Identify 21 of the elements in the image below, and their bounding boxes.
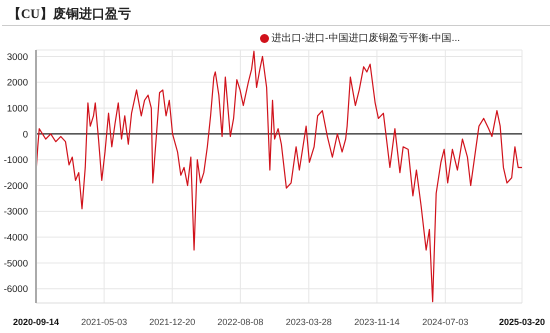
y-tick-label: 3000 — [6, 52, 28, 63]
y-tick-label: 1000 — [6, 103, 28, 114]
y-tick-label: -6000 — [4, 284, 28, 296]
legend-label: 进出口-进口-中国进口废铜盈亏平衡-中国... — [272, 32, 460, 45]
y-tick-label: 0 — [22, 129, 28, 140]
x-tick-label: 2022-08-08 — [217, 317, 264, 327]
x-tick-label: 2021-05-03 — [81, 317, 128, 327]
y-tick-label: -1000 — [4, 155, 28, 166]
chart-title: 【CU】废铜进口盈亏 — [8, 5, 131, 23]
x-tick-label: 2024-07-03 — [422, 317, 468, 327]
x-tick-label: 2023-11-14 — [354, 317, 400, 327]
x-tick-label: 2025-03-20 — [498, 317, 546, 327]
y-tick-label: -3000 — [4, 206, 28, 218]
y-tick-label: -5000 — [4, 258, 28, 270]
line-series — [36, 50, 522, 302]
y-tick-label: -2000 — [4, 180, 28, 192]
x-tick-label: 2023-03-28 — [286, 317, 332, 327]
y-tick-label: -4000 — [4, 232, 28, 244]
x-tick-label: 2021-12-20 — [149, 317, 196, 327]
x-tick-label: 2020-09-14 — [12, 317, 60, 327]
y-tick-label: 2000 — [6, 78, 28, 89]
